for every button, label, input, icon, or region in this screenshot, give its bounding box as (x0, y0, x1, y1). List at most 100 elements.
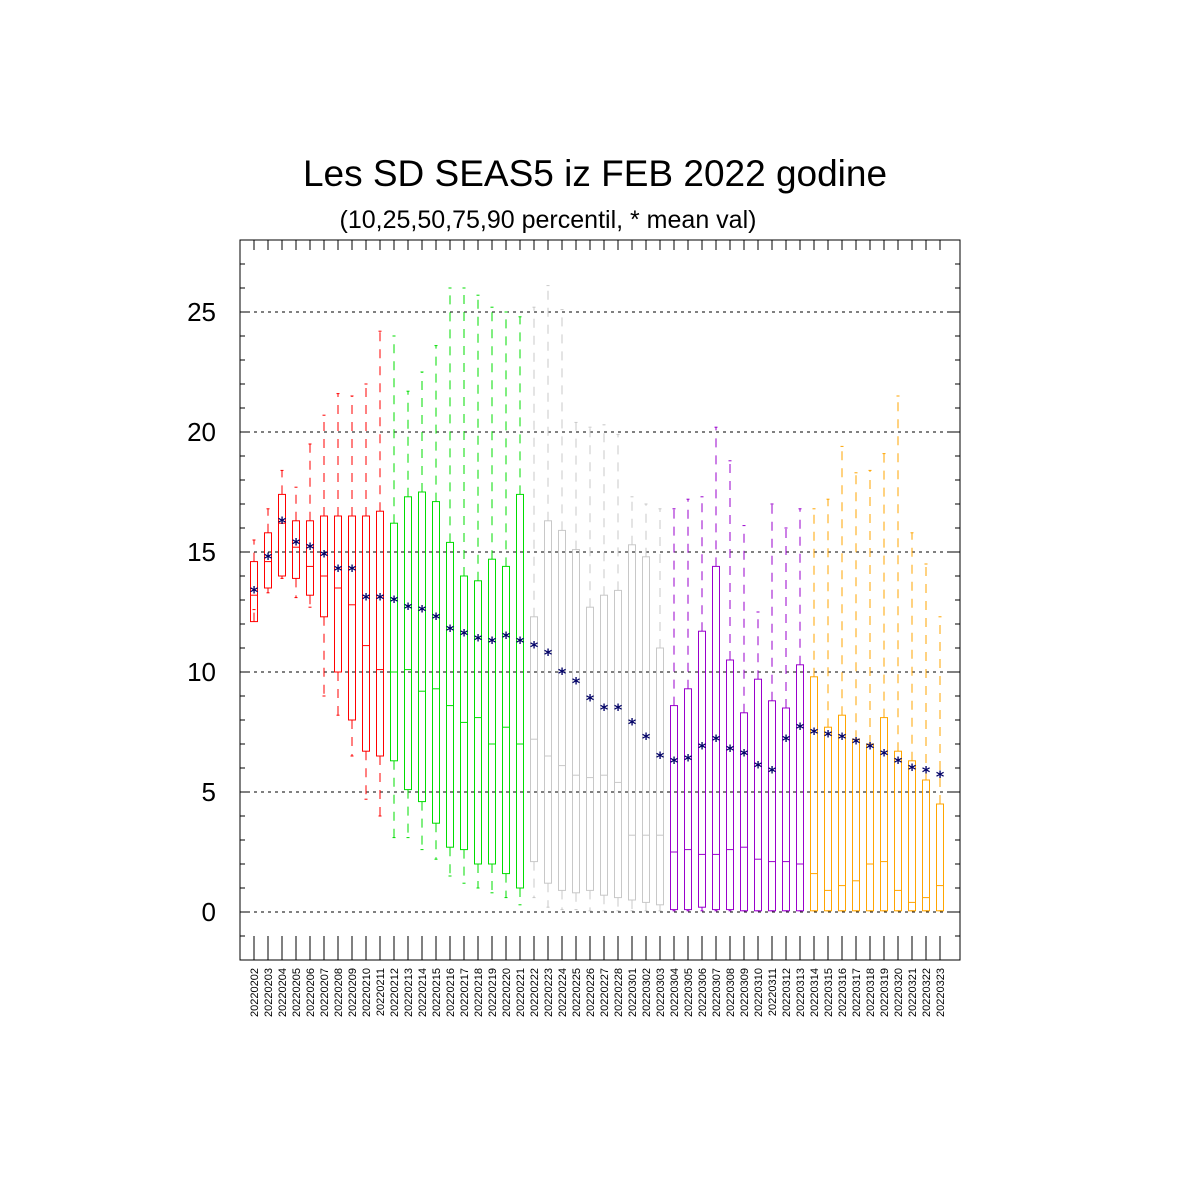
iqr-box (880, 717, 888, 912)
mean-marker: * (824, 726, 833, 745)
x-tick-label: 20220321 (907, 968, 919, 1017)
x-tick-label: 20220223 (543, 968, 555, 1017)
box-20220219 (488, 306, 496, 894)
box-20220210 (362, 383, 370, 800)
iqr-box (516, 493, 524, 889)
mean-marker: * (936, 767, 945, 786)
mean-marker: * (866, 738, 875, 757)
x-tick-label: 20220225 (571, 968, 583, 1017)
box-series (250, 285, 944, 912)
box-20220314 (810, 508, 818, 912)
box-20220306 (698, 496, 706, 912)
x-tick-label: 20220228 (613, 968, 625, 1017)
mean-marker: * (502, 628, 511, 647)
mean-marker: * (698, 738, 707, 757)
x-tick-label: 20220316 (837, 968, 849, 1017)
x-tick-label: 20220303 (655, 968, 667, 1017)
box-20220315 (824, 498, 832, 912)
mean-marker: * (726, 741, 735, 760)
box-20220220 (502, 311, 510, 899)
box-20220203 (264, 508, 272, 594)
box-20220227 (600, 424, 608, 912)
mean-marker: * (880, 746, 889, 765)
x-tick-label: 20220218 (473, 968, 485, 1017)
box-20220319 (880, 453, 888, 912)
box-20220214 (418, 371, 426, 851)
x-tick-label: 20220222 (529, 968, 541, 1017)
mean-marker: * (810, 724, 819, 743)
iqr-box (460, 575, 468, 851)
box-20220321 (908, 532, 916, 912)
iqr-box (362, 515, 370, 752)
box-20220225 (572, 421, 580, 911)
iqr-box (768, 700, 776, 912)
mean-marker: * (404, 599, 413, 618)
iqr-box (782, 707, 790, 912)
mean-marker: * (474, 630, 483, 649)
iqr-box (502, 565, 510, 875)
mean-marker: * (600, 700, 609, 719)
x-tick-label: 20220217 (459, 968, 471, 1017)
iqr-box (432, 501, 440, 824)
box-20220323 (936, 616, 944, 912)
mean-marker: * (278, 513, 287, 532)
iqr-box (250, 561, 258, 623)
mean-marker: * (754, 758, 763, 777)
iqr-box (852, 738, 860, 912)
iqr-box (404, 496, 412, 791)
mean-marker: * (768, 762, 777, 781)
mean-marker: * (544, 645, 553, 664)
box-20220322 (922, 563, 930, 912)
iqr-box (572, 549, 580, 894)
box-20220311 (768, 503, 776, 912)
iqr-box (264, 532, 272, 589)
iqr-box (628, 544, 636, 901)
x-tick-label: 20220208 (333, 968, 345, 1017)
x-tick-label: 20220302 (641, 968, 653, 1017)
box-20220309 (740, 525, 748, 912)
box-20220307 (712, 426, 720, 912)
box-20220224 (558, 309, 566, 911)
iqr-box (558, 529, 566, 891)
box-20220301 (628, 496, 636, 912)
mean-marker: * (250, 582, 259, 601)
box-20220304 (670, 508, 678, 912)
box-20220305 (684, 498, 692, 912)
iqr-box (838, 714, 846, 912)
iqr-box (278, 493, 286, 577)
y-tick-label: 0 (202, 897, 216, 927)
mean-marker: * (572, 674, 581, 693)
mean-marker: * (614, 700, 623, 719)
x-tick-label: 20220323 (935, 968, 947, 1017)
mean-marker: * (264, 549, 273, 568)
iqr-box (684, 688, 692, 911)
x-tick-label: 20220207 (319, 968, 331, 1017)
mean-marker: * (586, 690, 595, 709)
y-tick-label: 5 (202, 777, 216, 807)
mean-marker: * (838, 729, 847, 748)
box-20220213 (404, 390, 412, 839)
x-tick-label: 20220216 (445, 968, 457, 1017)
box-20220313 (796, 508, 804, 912)
box-20220202 (250, 539, 258, 623)
box-20220207 (320, 414, 328, 697)
mean-marker: * (460, 626, 469, 645)
x-tick-label: 20220220 (501, 968, 513, 1017)
mean-marker: * (796, 719, 805, 738)
mean-marker: * (432, 609, 441, 628)
iqr-box (488, 558, 496, 865)
iqr-box (908, 760, 916, 912)
iqr-box (446, 541, 454, 848)
iqr-box (698, 630, 706, 908)
x-tick-label: 20220306 (697, 968, 709, 1017)
mean-marker: * (558, 664, 567, 683)
x-tick-label: 20220224 (557, 968, 569, 1017)
mean-marker: * (628, 714, 637, 733)
mean-marker: * (516, 633, 525, 652)
iqr-box (320, 515, 328, 618)
iqr-box (376, 510, 384, 757)
iqr-box (614, 589, 622, 899)
x-tick-label: 20220317 (851, 968, 863, 1017)
x-tick-label: 20220308 (725, 968, 737, 1017)
iqr-box (656, 647, 664, 906)
